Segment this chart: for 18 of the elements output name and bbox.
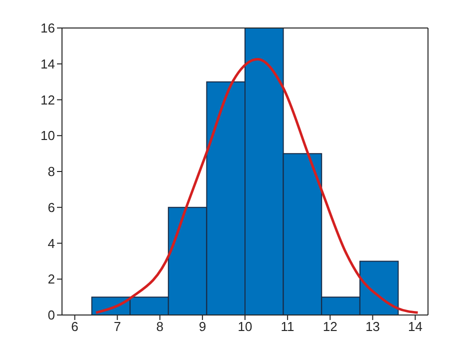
y-tick-label: 2 [48,272,55,287]
x-tick-label: 6 [71,319,78,334]
y-tick-label: 10 [40,128,55,144]
x-tick-label: 9 [198,319,206,334]
x-tick-label: 13 [365,319,380,334]
x-tick-label: 8 [156,319,164,334]
x-tick-label: 14 [408,319,422,334]
y-tick-label: 16 [40,20,55,36]
x-tick-label: 11 [280,319,294,334]
x-tick-label: 10 [238,319,252,334]
y-tick-label: 4 [48,236,55,251]
y-tick-label: 8 [48,164,55,180]
y-tick-label: 14 [40,56,55,72]
y-tick-label: 6 [48,200,55,215]
y-tick-label: 12 [40,92,55,108]
x-tick-label: 7 [114,319,121,334]
x-tick-label: 12 [322,319,338,334]
y-tick-label: 0 [48,308,55,323]
